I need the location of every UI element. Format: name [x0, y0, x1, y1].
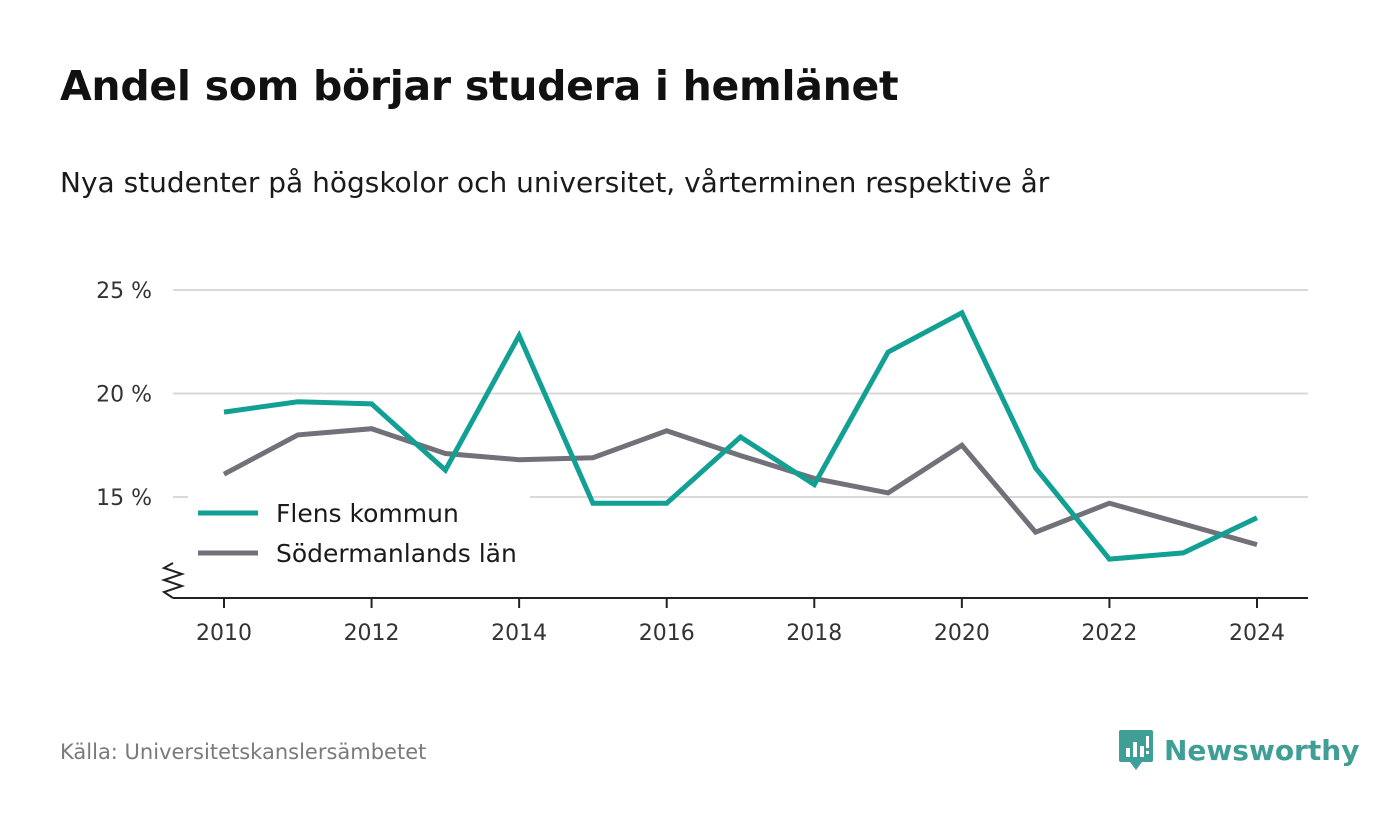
axis-break-icon — [160, 562, 186, 599]
y-tick-label-20: 20 % — [96, 383, 152, 408]
legend-label-0: Flens kommun — [276, 499, 459, 528]
x-tick-label-2020: 2020 — [934, 621, 990, 646]
x-tick-label-2022: 2022 — [1081, 621, 1137, 646]
brand-logo: Newsworthy — [1118, 728, 1359, 772]
newsworthy-logo-icon — [1119, 730, 1153, 770]
legend: Flens kommun Södermanlands län — [188, 496, 530, 574]
x-tick-label-2024: 2024 — [1229, 621, 1285, 646]
series-line-1 — [222, 426, 1258, 548]
gridlines — [173, 289, 1308, 498]
source-note: Källa: Universitetskanslersämbetet — [60, 740, 427, 764]
legend-label-1: Södermanlands län — [276, 539, 517, 568]
brand-name: Newsworthy — [1164, 733, 1360, 767]
chart-title: Andel som börjar studera i hemlänet — [60, 62, 899, 110]
y-tick-label-15: 15 % — [96, 486, 152, 511]
x-axis: 2010 2012 2014 2016 2018 2020 2022 2024 — [160, 562, 1308, 646]
chart-subtitle: Nya studenter på högskolor och universit… — [60, 166, 1050, 199]
series-line-0 — [223, 309, 1259, 562]
x-tick-label-2010: 2010 — [196, 621, 252, 646]
y-tick-label-25: 25 % — [96, 279, 152, 304]
line-chart: 15 % 20 % 25 % 2010 2012 2014 2016 2018 2020 202… — [96, 279, 1308, 646]
legend-background — [188, 496, 530, 574]
x-tick-label-2012: 2012 — [344, 621, 400, 646]
y-axis-ticks: 15 % 20 % 25 % — [96, 279, 152, 511]
x-tick-label-2016: 2016 — [639, 621, 695, 646]
x-tick-label-2018: 2018 — [786, 621, 842, 646]
series-lines — [222, 309, 1259, 562]
x-tick-label-2014: 2014 — [491, 621, 547, 646]
